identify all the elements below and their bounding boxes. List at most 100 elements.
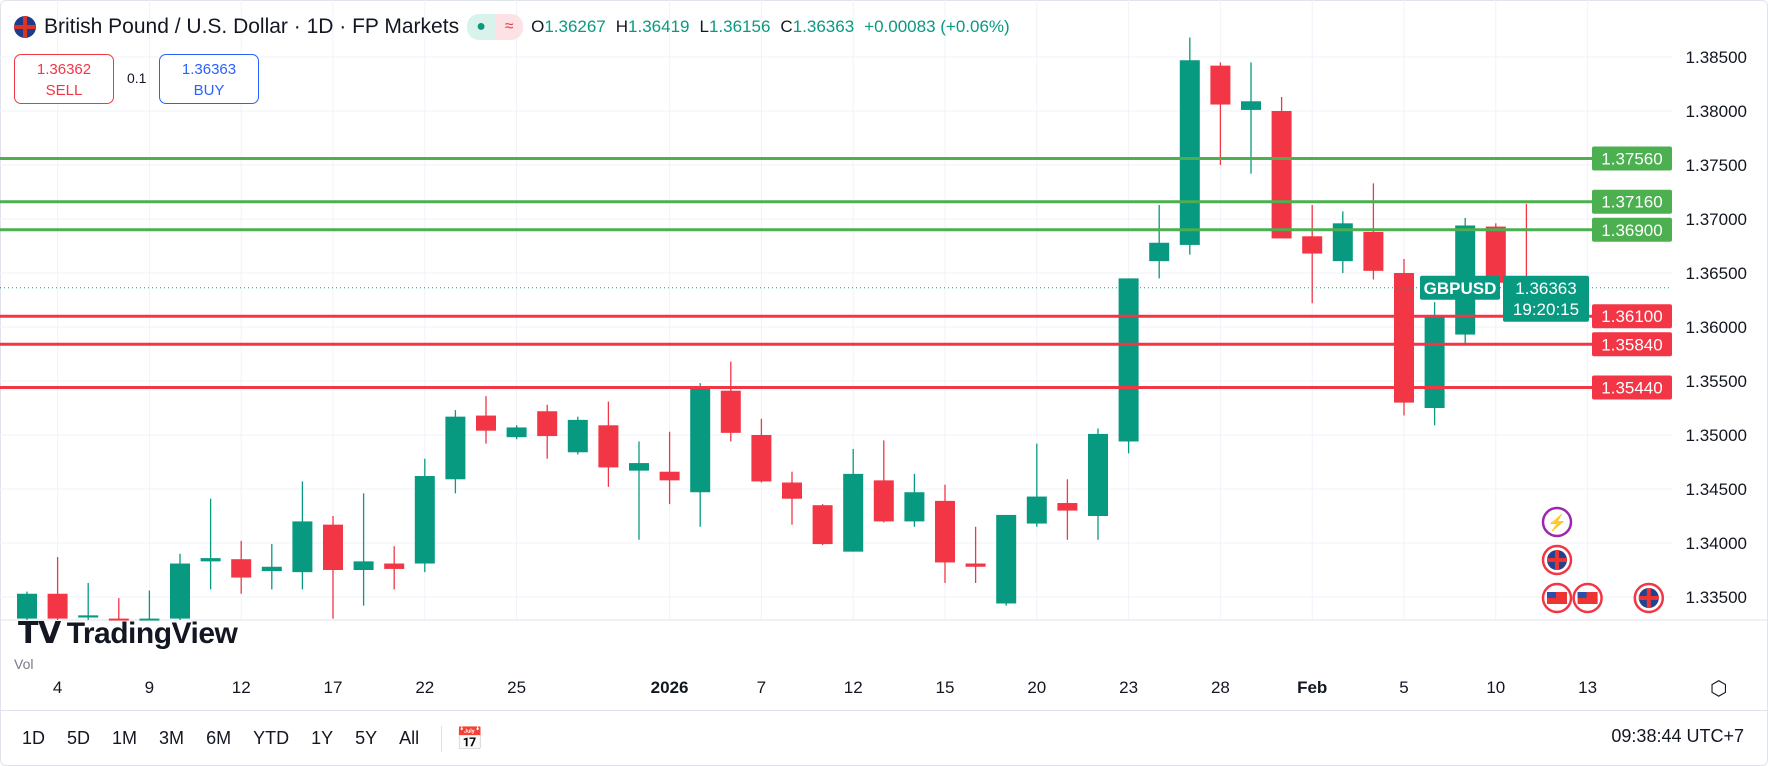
x-tick-label: 28 [1211, 678, 1230, 697]
candle [567, 416, 588, 455]
candle-body [812, 505, 833, 545]
candle [231, 540, 252, 594]
y-tick-label: 1.35500 [1686, 372, 1747, 391]
candle [537, 404, 558, 459]
candle-body [445, 416, 466, 480]
candle-body [414, 476, 435, 564]
candle-body [353, 561, 374, 570]
range-5d[interactable]: 5D [67, 728, 91, 748]
flag-canton [1547, 592, 1556, 598]
range-ytd[interactable]: YTD [253, 728, 290, 748]
support-label: 1.35440 [1601, 378, 1662, 397]
y-tick-label: 1.37500 [1686, 156, 1747, 175]
us-flag-icon [1541, 582, 1573, 614]
symbol-tag: GBPUSD [1424, 279, 1497, 298]
resistance-label-box [1592, 217, 1672, 242]
quantity[interactable]: 0.1 [127, 70, 147, 86]
candle-body [537, 411, 558, 437]
range-all[interactable]: All [399, 728, 420, 748]
candle-body [567, 419, 588, 453]
x-tick-label: 12 [844, 678, 863, 697]
candle-body [170, 563, 190, 619]
candle [598, 401, 619, 487]
ohlc-values: O1.36267 H1.36419 L1.36156 C1.36363 +0.0… [531, 17, 1010, 37]
candle [1118, 278, 1139, 454]
candle [1088, 428, 1108, 540]
support-label-box [1592, 332, 1672, 357]
candle [261, 544, 282, 590]
candle [78, 582, 99, 620]
range-6m[interactable]: 6M [206, 728, 232, 748]
price-chart[interactable]: 1.33500 1.34000 1.34500 1.35000 1.35500 1.360… [0, 0, 1768, 710]
lightning-glyph: ⚡ [1547, 513, 1567, 532]
tv-logo-icon: 𝗧𝗩 [18, 617, 61, 650]
buy-button[interactable]: 1.36363 BUY [159, 54, 259, 104]
candle [812, 504, 833, 546]
candle-body [1118, 278, 1139, 442]
candle-body [1088, 433, 1108, 516]
y-tick-label: 1.38500 [1686, 48, 1747, 67]
y-tick-label: 1.37000 [1686, 210, 1747, 229]
date-range-icon[interactable]: 📅 [441, 725, 484, 752]
candle-body [231, 559, 252, 578]
candle [1241, 62, 1261, 174]
range-1d[interactable]: 1D [22, 728, 46, 748]
chart-settings-icon[interactable]: ⬡ [1710, 678, 1728, 700]
candle-body [78, 615, 99, 618]
x-tick-label: 22 [415, 678, 434, 697]
range-5y[interactable]: 5Y [355, 728, 378, 748]
support-label-box [1592, 304, 1672, 329]
x-tick-label: 2026 [651, 678, 689, 697]
x-tick-label: 10 [1486, 678, 1505, 697]
x-tick-label: 9 [145, 678, 154, 697]
resistance-label: 1.37160 [1601, 193, 1662, 212]
range-1y[interactable]: 1Y [311, 728, 334, 748]
candle [1394, 258, 1414, 416]
candle [1026, 443, 1047, 527]
candle [720, 361, 741, 442]
x-tick-label: 7 [757, 678, 766, 697]
candle [873, 440, 894, 523]
last-price-box [1503, 275, 1589, 322]
symbol-title[interactable]: British Pound / U.S. Dollar · 1D · FP Ma… [44, 15, 460, 38]
candle [659, 431, 680, 505]
candle [1363, 183, 1384, 280]
candle [1210, 62, 1231, 165]
event-circle [1541, 506, 1573, 538]
flag-cross [1646, 588, 1651, 608]
x-tick-label: Feb [1297, 678, 1327, 697]
candle [935, 484, 955, 583]
candle-body [1332, 223, 1353, 262]
support-label-box [1592, 375, 1672, 400]
wave-icon: ≈ [495, 14, 524, 40]
ohlc-close: C1.36363 [780, 17, 855, 36]
resistance-label-box [1592, 189, 1672, 214]
candle-body [843, 473, 864, 552]
y-tick-label: 1.34000 [1686, 534, 1747, 553]
candle-body [598, 425, 619, 468]
candle-body [1241, 101, 1261, 110]
candle [170, 553, 190, 620]
candle-body [323, 524, 343, 570]
candle-body [873, 480, 894, 522]
range-3m[interactable]: 3M [159, 728, 185, 748]
candle-body [1424, 315, 1445, 408]
symbol-header: British Pound / U.S. Dollar · 1D · FP Ma… [14, 14, 1010, 40]
candle-body [904, 492, 925, 522]
y-tick-label: 1.36500 [1686, 264, 1747, 283]
resistance-label: 1.36900 [1601, 221, 1662, 240]
candle [1485, 223, 1506, 284]
market-status-pill[interactable]: ● ≈ [467, 14, 524, 40]
candle-body [261, 566, 282, 572]
us-flag-icon [1572, 582, 1603, 614]
candle-body [965, 563, 986, 567]
candle [782, 471, 802, 525]
range-1m[interactable]: 1M [112, 728, 138, 748]
sell-button[interactable]: 1.36362 SELL [14, 54, 114, 104]
candle-body [935, 500, 955, 563]
ohlc-change: +0.00083 (+0.06%) [864, 17, 1010, 36]
candle [904, 473, 925, 527]
candle [843, 449, 864, 552]
candle [1271, 96, 1292, 239]
candle-body [1394, 273, 1414, 403]
